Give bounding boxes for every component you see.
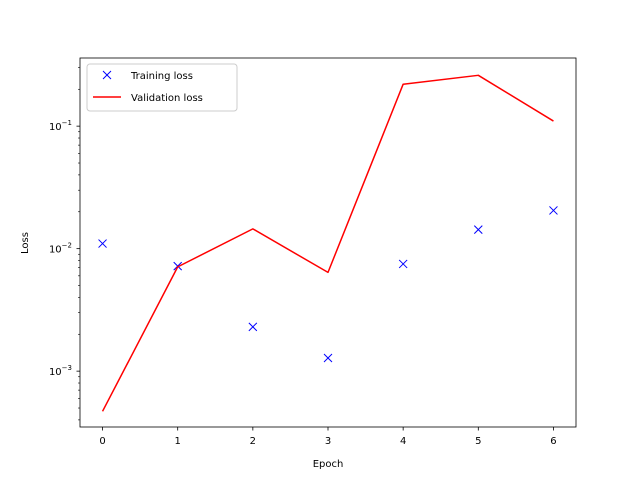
training-loss-point [473, 225, 483, 234]
marker-stroke [398, 259, 408, 269]
legend-box [86, 63, 238, 112]
training-loss-point [549, 206, 558, 215]
legend-label: Training loss [130, 71, 193, 82]
training-loss-point [98, 239, 107, 248]
x-tick-label: 5 [475, 436, 481, 447]
y-axis: 10−310−210−1 [49, 67, 80, 421]
legend: Training loss Validation loss [86, 63, 238, 112]
x-tick-label: 3 [325, 436, 331, 447]
training-loss-point [248, 322, 258, 332]
y-tick-base: 10 [49, 367, 62, 378]
plot-area [98, 74, 558, 412]
validation-loss-line [101, 74, 554, 412]
x-tick-label: 6 [550, 436, 556, 447]
legend-marker-swatch [102, 70, 112, 80]
marker-stroke [248, 322, 258, 332]
y-tick-exponent: −3 [62, 364, 72, 372]
legend-label: Validation loss [131, 93, 203, 104]
legend-entry: Validation loss [93, 93, 203, 104]
marker-stroke [473, 225, 483, 234]
x-tick-label: 1 [175, 436, 181, 447]
marker-stroke [549, 206, 558, 215]
y-tick-base: 10 [49, 245, 62, 256]
marker-stroke [98, 239, 107, 248]
x-tick-label: 4 [400, 436, 406, 447]
legend-entry: Training loss [102, 70, 193, 82]
y-tick-base: 10 [49, 122, 62, 133]
x-tick-label: 2 [250, 436, 256, 447]
x-axis: 0 1 2 3 4 5 6 [99, 427, 557, 447]
training-loss-point [323, 353, 333, 363]
y-tick-exponent: −1 [62, 119, 72, 127]
x-axis-label: Epoch [313, 459, 344, 470]
y-tick-label: 10−1 [49, 119, 72, 133]
x-tick-label: 0 [99, 436, 105, 447]
marker-stroke [323, 353, 333, 363]
y-tick-label: 10−3 [49, 364, 72, 378]
y-tick-exponent: −2 [62, 242, 72, 250]
training-loss-point [398, 259, 408, 269]
y-tick-label: 10−2 [49, 242, 72, 256]
y-axis-label: Loss [20, 232, 31, 254]
